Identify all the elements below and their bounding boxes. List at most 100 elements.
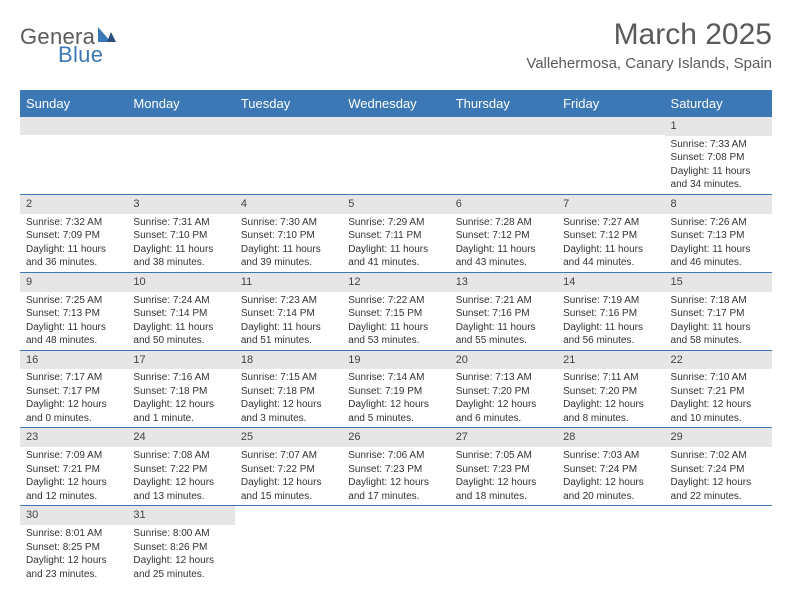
day-content: Sunrise: 7:19 AMSunset: 7:16 PMDaylight:… [557,292,664,350]
sunset-line: Sunset: 7:21 PM [671,385,768,399]
sunrise-line: Sunrise: 7:31 AM [133,216,230,230]
sunset-line: Sunset: 7:09 PM [26,229,123,243]
daylight-line-2: and 56 minutes. [563,334,660,348]
daylight-line-2: and 15 minutes. [241,490,338,504]
calendar-day-cell: 23Sunrise: 7:09 AMSunset: 7:21 PMDayligh… [20,428,127,505]
day-number: 30 [20,506,127,525]
day-content: Sunrise: 7:23 AMSunset: 7:14 PMDaylight:… [235,292,342,350]
sunrise-line: Sunrise: 7:15 AM [241,371,338,385]
sunset-line: Sunset: 7:22 PM [241,463,338,477]
sunrise-line: Sunrise: 7:23 AM [241,294,338,308]
daylight-line-1: Daylight: 12 hours [671,476,768,490]
day-number: 1 [665,117,772,136]
daylight-line-1: Daylight: 12 hours [133,398,230,412]
day-number: 22 [665,351,772,370]
calendar-day-cell: 13Sunrise: 7:21 AMSunset: 7:16 PMDayligh… [450,273,557,350]
sunset-line: Sunset: 7:20 PM [563,385,660,399]
calendar-day-cell [235,117,342,194]
day-number: 15 [665,273,772,292]
calendar-day-cell: 17Sunrise: 7:16 AMSunset: 7:18 PMDayligh… [127,351,234,428]
day-number: 29 [665,428,772,447]
day-content: Sunrise: 7:26 AMSunset: 7:13 PMDaylight:… [665,214,772,272]
day-content: Sunrise: 8:01 AMSunset: 8:25 PMDaylight:… [20,525,127,583]
daylight-line-2: and 23 minutes. [26,568,123,582]
weekday-header-cell: Monday [127,90,234,117]
daylight-line-2: and 25 minutes. [133,568,230,582]
daylight-line-2: and 22 minutes. [671,490,768,504]
day-number: 8 [665,195,772,214]
sunset-line: Sunset: 7:16 PM [563,307,660,321]
calendar-day-cell: 16Sunrise: 7:17 AMSunset: 7:17 PMDayligh… [20,351,127,428]
sunrise-line: Sunrise: 7:11 AM [563,371,660,385]
calendar-week-row: 2Sunrise: 7:32 AMSunset: 7:09 PMDaylight… [20,195,772,273]
calendar-week-row: 30Sunrise: 8:01 AMSunset: 8:25 PMDayligh… [20,506,772,583]
day-number: 28 [557,428,664,447]
sunrise-line: Sunrise: 7:17 AM [26,371,123,385]
calendar-day-cell: 25Sunrise: 7:07 AMSunset: 7:22 PMDayligh… [235,428,342,505]
day-number: 16 [20,351,127,370]
calendar-day-cell: 3Sunrise: 7:31 AMSunset: 7:10 PMDaylight… [127,195,234,272]
daylight-line-2: and 34 minutes. [671,178,768,192]
day-content: Sunrise: 7:02 AMSunset: 7:24 PMDaylight:… [665,447,772,505]
daylight-line-2: and 0 minutes. [26,412,123,426]
day-number: 14 [557,273,664,292]
daylight-line-2: and 38 minutes. [133,256,230,270]
weekday-header-cell: Thursday [450,90,557,117]
sunset-line: Sunset: 7:24 PM [671,463,768,477]
daylight-line-1: Daylight: 12 hours [241,476,338,490]
day-content: Sunrise: 7:14 AMSunset: 7:19 PMDaylight:… [342,369,449,427]
weekday-header-cell: Wednesday [342,90,449,117]
calendar-day-cell [665,506,772,583]
sunrise-line: Sunrise: 7:30 AM [241,216,338,230]
daylight-line-2: and 20 minutes. [563,490,660,504]
day-number: 6 [450,195,557,214]
sunrise-line: Sunrise: 7:22 AM [348,294,445,308]
daylight-line-2: and 46 minutes. [671,256,768,270]
daylight-line-1: Daylight: 11 hours [456,243,553,257]
daylight-line-2: and 53 minutes. [348,334,445,348]
day-content: Sunrise: 7:10 AMSunset: 7:21 PMDaylight:… [665,369,772,427]
calendar-week-row: 9Sunrise: 7:25 AMSunset: 7:13 PMDaylight… [20,273,772,351]
calendar-day-cell: 5Sunrise: 7:29 AMSunset: 7:11 PMDaylight… [342,195,449,272]
daylight-line-2: and 5 minutes. [348,412,445,426]
sunrise-line: Sunrise: 7:09 AM [26,449,123,463]
daylight-line-2: and 58 minutes. [671,334,768,348]
daylight-line-2: and 1 minute. [133,412,230,426]
day-content: Sunrise: 7:15 AMSunset: 7:18 PMDaylight:… [235,369,342,427]
daylight-line-1: Daylight: 12 hours [456,398,553,412]
daylight-line-1: Daylight: 12 hours [348,476,445,490]
day-number: 12 [342,273,449,292]
weekday-header-cell: Tuesday [235,90,342,117]
daylight-line-1: Daylight: 12 hours [563,398,660,412]
day-number: 31 [127,506,234,525]
daylight-line-1: Daylight: 11 hours [671,321,768,335]
daylight-line-1: Daylight: 12 hours [671,398,768,412]
sunrise-line: Sunrise: 7:27 AM [563,216,660,230]
sunset-line: Sunset: 8:26 PM [133,541,230,555]
header-row: Genera March 2025 Vallehermosa, Canary I… [20,18,772,76]
day-content: Sunrise: 7:03 AMSunset: 7:24 PMDaylight:… [557,447,664,505]
day-number: 21 [557,351,664,370]
day-content: Sunrise: 8:00 AMSunset: 8:26 PMDaylight:… [127,525,234,583]
day-number: 7 [557,195,664,214]
day-number: 27 [450,428,557,447]
sunrise-line: Sunrise: 7:03 AM [563,449,660,463]
day-number: 18 [235,351,342,370]
daylight-line-2: and 3 minutes. [241,412,338,426]
day-number: 10 [127,273,234,292]
sunset-line: Sunset: 7:12 PM [456,229,553,243]
calendar-day-cell: 29Sunrise: 7:02 AMSunset: 7:24 PMDayligh… [665,428,772,505]
sunset-line: Sunset: 7:18 PM [241,385,338,399]
daylight-line-1: Daylight: 11 hours [26,321,123,335]
day-content: Sunrise: 7:31 AMSunset: 7:10 PMDaylight:… [127,214,234,272]
sunset-line: Sunset: 7:24 PM [563,463,660,477]
day-number: 11 [235,273,342,292]
calendar-day-cell: 20Sunrise: 7:13 AMSunset: 7:20 PMDayligh… [450,351,557,428]
day-content: Sunrise: 7:07 AMSunset: 7:22 PMDaylight:… [235,447,342,505]
sunrise-line: Sunrise: 7:29 AM [348,216,445,230]
calendar-day-cell [450,506,557,583]
day-number: 26 [342,428,449,447]
day-number: 3 [127,195,234,214]
daylight-line-1: Daylight: 12 hours [348,398,445,412]
calendar-day-cell: 28Sunrise: 7:03 AMSunset: 7:24 PMDayligh… [557,428,664,505]
